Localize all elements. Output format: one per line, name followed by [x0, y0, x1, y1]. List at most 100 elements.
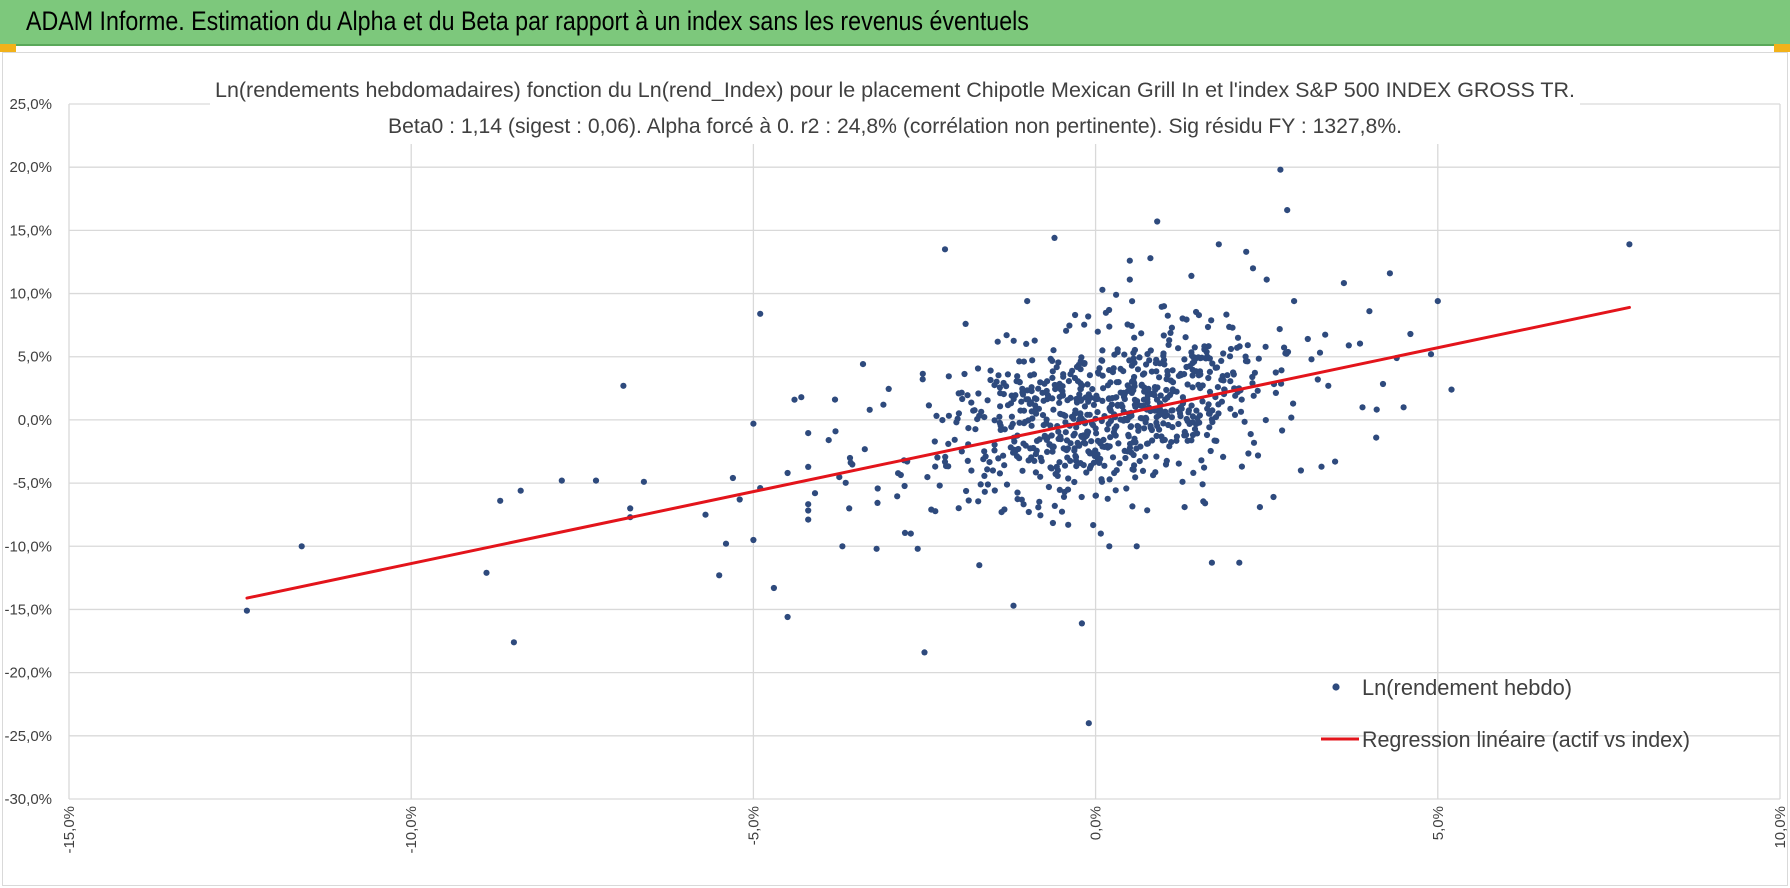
scatter-point: [861, 446, 868, 453]
scatter-point: [1121, 447, 1128, 454]
scatter-point: [1169, 424, 1176, 431]
scatter-point: [1105, 395, 1113, 402]
scatter-point: [1144, 392, 1151, 399]
scatter-point: [1229, 324, 1236, 331]
scatter-point: [1160, 303, 1168, 310]
scatter-point: [716, 572, 723, 579]
y-axis-ticks: 25,0% 20,0% 15,0% 10,0% 5,0% 0,0% -5,0% -10,0% -…: [4, 96, 52, 808]
scatter-point: [1121, 396, 1128, 403]
scatter-point: [1131, 359, 1138, 366]
grid-lines: [68, 103, 1781, 800]
scatter-point: [989, 467, 997, 474]
scatter-point: [702, 511, 709, 518]
scatter-point: [1044, 448, 1051, 455]
scatter-point: [874, 485, 881, 492]
scatter-point: [1227, 378, 1234, 385]
scatter-point: [1045, 483, 1052, 491]
scatter-point: [1137, 402, 1144, 409]
scatter-point: [1179, 394, 1186, 401]
x-tick-label: -5,0%: [745, 806, 762, 845]
scatter-point: [1025, 508, 1032, 516]
scatter-point: [1116, 460, 1123, 467]
scatter-point: [919, 376, 926, 383]
scatter-point: [750, 420, 757, 427]
scatter-point: [1018, 398, 1025, 405]
scatter-point: [1095, 370, 1102, 377]
scatter-point: [1189, 419, 1196, 426]
scatter-point: [1236, 343, 1243, 350]
scatter-point: [885, 385, 892, 392]
scatter-point: [1037, 473, 1044, 480]
scatter-point: [1255, 355, 1262, 362]
chart-title-line-1: Ln(rendements hebdomadaires) fonction du…: [215, 79, 1575, 102]
scatter-point: [1073, 424, 1080, 431]
regression-layer: [245, 305, 1631, 600]
scatter-point: [1196, 419, 1203, 426]
scatter-point: [1160, 420, 1167, 427]
scatter-point: [984, 397, 991, 404]
scatter-point: [1134, 398, 1141, 405]
scatter-point: [1118, 401, 1125, 408]
scatter-point: [1213, 364, 1221, 371]
scatter-point: [1626, 241, 1633, 248]
scatter-point: [1106, 543, 1113, 550]
scatter-point: [984, 481, 992, 488]
scatter-point: [1160, 332, 1167, 339]
scatter-point: [805, 430, 812, 437]
scatter-point: [1185, 409, 1192, 416]
scatter-point: [1094, 328, 1101, 335]
scatter-point: [1083, 432, 1090, 439]
scatter-point: [1206, 424, 1213, 431]
scatter-point: [1090, 401, 1097, 408]
scatter-point: [1007, 444, 1014, 451]
scatter-point: [991, 441, 998, 448]
scatter-point: [1117, 365, 1124, 372]
scatter-point: [1117, 416, 1124, 423]
scatter-point: [836, 474, 843, 481]
scatter-point: [1055, 359, 1062, 366]
scatter-point: [831, 396, 839, 403]
scatter-point: [757, 310, 764, 317]
scatter-point: [1150, 472, 1157, 479]
scatter-point: [945, 440, 952, 447]
scatter-point: [1448, 386, 1455, 393]
scatter-point: [1047, 422, 1054, 429]
scatter-point: [1062, 446, 1069, 453]
scatter-point: [770, 584, 778, 592]
scatter-point: [1073, 463, 1080, 470]
scatter-point: [1037, 512, 1044, 519]
scatter-point: [963, 487, 970, 495]
scatter-point: [943, 463, 950, 470]
scatter-point: [1136, 458, 1143, 465]
scatter-point: [901, 482, 908, 490]
scatter-point: [1220, 350, 1227, 357]
scatter-point: [1284, 207, 1291, 214]
scatter-point: [1087, 462, 1094, 469]
scatter-point: [1181, 356, 1188, 363]
scatter-point: [1204, 405, 1211, 412]
scatter-point: [1105, 420, 1112, 427]
scatter-point: [1112, 394, 1119, 401]
scatter-point: [991, 447, 998, 454]
y-tick-label: 5,0%: [18, 349, 52, 366]
scatter-point: [901, 529, 909, 537]
scatter-point: [1218, 376, 1225, 383]
scatter-point: [981, 448, 988, 455]
scatter-point: [1032, 402, 1039, 409]
scatter-point: [497, 497, 504, 504]
scatter-point: [1190, 469, 1197, 476]
scatter-point: [1146, 357, 1153, 364]
scatter-point: [1107, 434, 1114, 441]
scatter-point: [1001, 462, 1008, 469]
scatter-point: [1182, 334, 1189, 341]
scatter-point: [1191, 344, 1198, 351]
scatter-point: [1131, 346, 1138, 354]
scatter-point: [1020, 501, 1027, 508]
scatter-point: [1048, 465, 1055, 472]
x-tick-label: 5,0%: [1430, 806, 1447, 840]
scatter-point: [1208, 317, 1215, 324]
scatter-point: [1139, 371, 1147, 378]
scatter-point: [1072, 452, 1079, 460]
scatter-point: [1181, 371, 1188, 378]
scatter-point: [1136, 354, 1143, 361]
